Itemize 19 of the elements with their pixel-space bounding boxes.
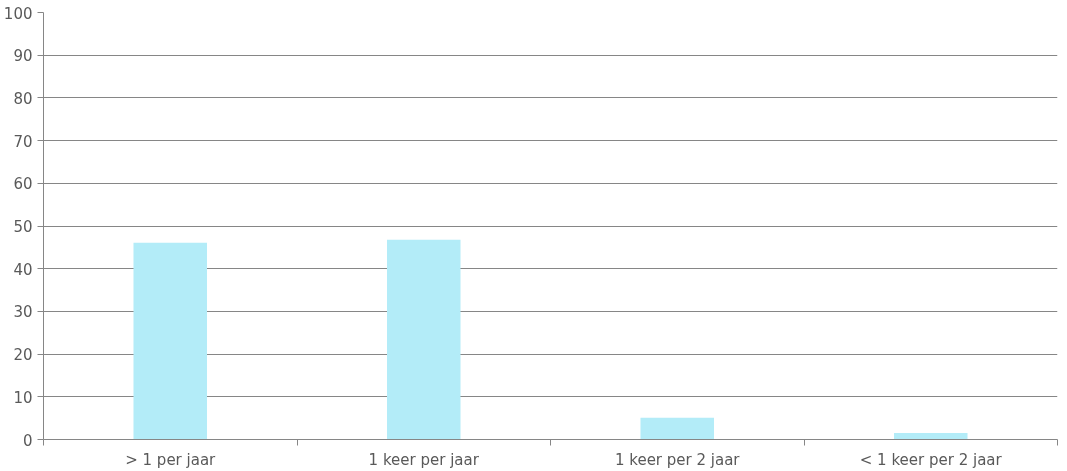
x-tick-label: 1 keer per 2 jaar: [614, 450, 741, 469]
bar: [640, 417, 715, 440]
y-tick-label: 40: [13, 260, 33, 279]
y-tick-label: 20: [13, 346, 33, 365]
y-tick-label: 50: [13, 218, 33, 236]
y-tick-label: 70: [13, 132, 33, 151]
bar: [386, 239, 461, 440]
y-tick-label: 60: [13, 175, 33, 194]
x-tick-label: > 1 per jaar: [125, 450, 217, 469]
y-tick-label: 30: [13, 303, 33, 322]
y-tick-label: 90: [13, 47, 33, 66]
x-tick-label: 1 keer per jaar: [368, 450, 480, 469]
bar: [893, 433, 968, 440]
y-tick-label: 0: [22, 431, 33, 450]
x-tick-label: < 1 keer per 2 jaar: [859, 450, 1003, 469]
bar: [133, 242, 208, 440]
y-tick-label: 80: [13, 89, 33, 108]
y-tick-label: 100: [3, 4, 33, 23]
y-tick-label: 10: [13, 388, 33, 407]
